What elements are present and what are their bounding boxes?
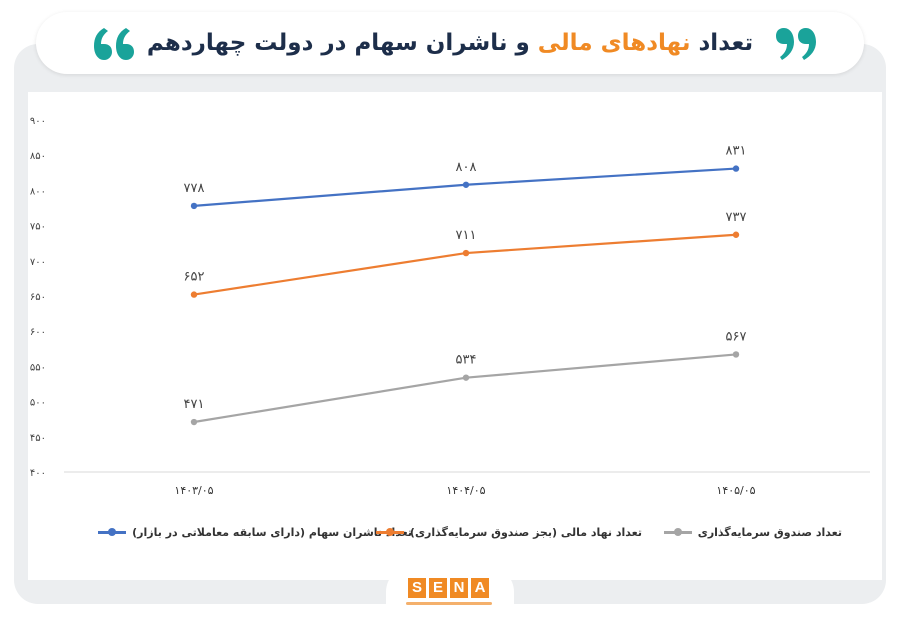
data-point [732,231,740,238]
data-label: ۶۵۲ [184,270,205,285]
logo-tagline-bar [406,602,492,605]
logo-letter: E [429,578,447,598]
series-line [193,233,737,296]
legend-item-funds: تعداد صندوق سرمایه‌گذاری [663,522,842,542]
data-point [190,291,198,298]
x-tick-label: ۱۴۰۳/۰۵ [174,484,213,497]
y-tick-label: ۶۰۰ [30,327,46,338]
data-label: ۸۳۱ [726,144,747,159]
x-tick-label: ۱۴۰۴/۰۵ [446,484,485,497]
title-part-1: تعداد [690,30,754,56]
legend-item-issuers: تعداد ناشران سهام (دارای سابقه معاملاتی … [98,522,412,542]
data-label: ۷۱۱ [456,228,477,243]
data-point [732,351,740,358]
data-label: ۷۳۷ [726,210,747,225]
legend-label-funds: تعداد صندوق سرمایه‌گذاری [697,525,842,539]
logo-letter: N [450,578,468,598]
y-tick-label: ۴۵۰ [30,433,46,444]
legend-item-institutions: تعداد نهاد مالی (بجز صندوق سرمایه‌گذاری) [375,522,642,542]
data-label: ۸۰۸ [456,160,477,175]
y-tick-label: ۵۰۰ [30,398,46,409]
y-tick-label: ۶۵۰ [30,292,46,303]
data-point [190,202,198,210]
legend-label-issuers: تعداد ناشران سهام (دارای سابقه معاملاتی … [132,525,412,539]
data-label: ۵۳۴ [456,353,477,368]
y-tick-label: ۴۰۰ [30,468,46,479]
y-tick-label: ۵۵۰ [30,362,46,373]
y-tick-label: ۸۰۰ [30,186,46,197]
sena-logo: S E N A [386,566,514,618]
data-point [462,181,470,188]
title-accent: نهادهای مالی [537,30,691,56]
logo-letters: S E N A [408,578,489,598]
y-tick-label: ۹۰۰ [30,116,46,127]
data-point [462,249,470,257]
data-point [190,418,198,426]
logo-letter: S [408,578,426,598]
data-label: ۷۷۸ [184,181,205,196]
y-tick-label: ۷۵۰ [30,222,46,233]
chart-area: ۴۰۰ ۴۵۰ ۵۰۰ ۵۵۰ ۶۰۰ ۶۵۰ ۷۰۰ ۷۵۰ ۸۰۰ ۸۵۰ ۹۰۰ ۱۴۰۳/۰۵… [28,92,882,580]
legend-swatch-issuers [98,527,127,536]
quote-close-icon [776,28,816,60]
data-point [732,165,740,172]
y-tick-label: ۷۰۰ [30,257,46,268]
data-label: ۴۷۱ [184,397,205,412]
line-chart: ۴۰۰ ۴۵۰ ۵۰۰ ۵۵۰ ۶۰۰ ۶۵۰ ۷۰۰ ۷۵۰ ۸۰۰ ۸۵۰ ۹۰۰ ۱۴۰۳/۰۵… [30,116,870,497]
y-tick-label: ۸۵۰ [30,151,46,162]
legend-label-institutions: تعداد نهاد مالی (بجز صندوق سرمایه‌گذاری) [409,525,642,539]
title-banner [36,12,864,74]
x-tick-label: ۱۴۰۵/۰۵ [716,484,755,497]
data-point [462,374,470,381]
page-title: تعداد نهادهای مالی و ناشران سهام در دولت… [0,12,900,74]
legend-swatch-funds [663,527,692,536]
title-part-2: و ناشران سهام در دولت چهاردهم [146,30,538,56]
logo-letter: A [471,578,489,598]
quote-open-icon [94,28,134,60]
legend-swatch-institutions [375,527,404,536]
data-label: ۵۶۷ [726,329,747,344]
chart-legend: تعداد ناشران سهام (دارای سابقه معاملاتی … [28,522,882,542]
